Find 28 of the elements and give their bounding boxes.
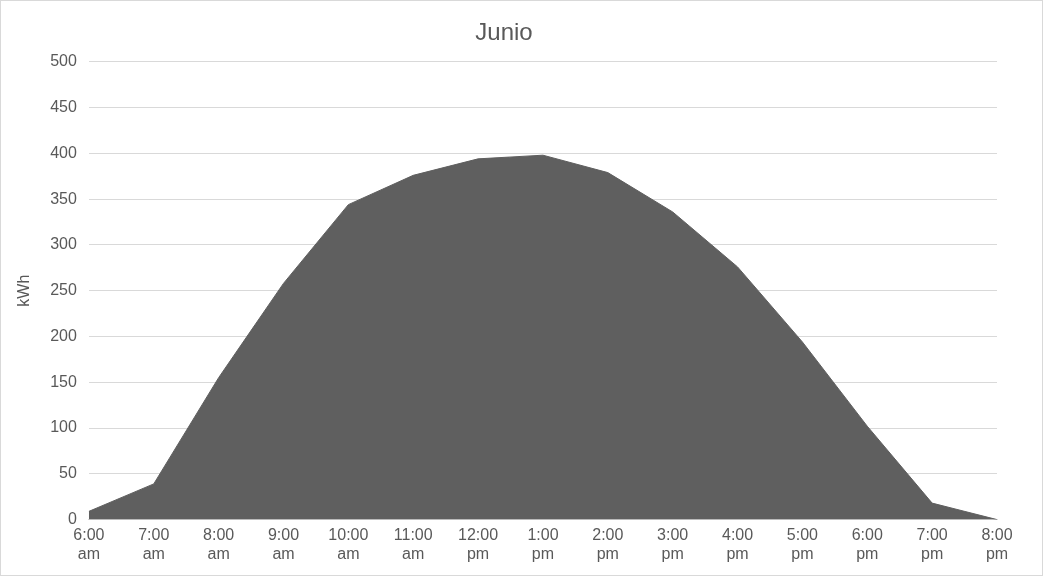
x-tick-label: 6:00 am bbox=[73, 525, 105, 562]
x-tick-label: 8:00 pm bbox=[981, 525, 1013, 562]
x-tick-label: 2:00 pm bbox=[592, 525, 624, 562]
y-tick-label: 350 bbox=[50, 189, 77, 207]
y-tick-label: 200 bbox=[50, 326, 77, 344]
y-axis-title: kWh bbox=[15, 274, 33, 307]
y-tick-label: 50 bbox=[59, 464, 77, 482]
x-tick-label: 7:00 pm bbox=[916, 525, 948, 562]
x-tick-label: 3:00 pm bbox=[657, 525, 689, 562]
x-tick-label: 12:00 pm bbox=[458, 525, 499, 562]
x-tick-label: 11:00 am bbox=[393, 525, 433, 562]
y-tick-label: 250 bbox=[50, 281, 77, 299]
y-tick-label: 400 bbox=[50, 143, 77, 161]
x-tick-label: 7:00 am bbox=[138, 525, 170, 562]
y-tick-label: 100 bbox=[50, 418, 77, 436]
x-tick-label: 8:00 am bbox=[203, 525, 235, 562]
x-tick-label: 9:00 am bbox=[267, 525, 300, 562]
y-tick-label: 300 bbox=[50, 235, 77, 253]
x-tick-label: 4:00 pm bbox=[721, 525, 754, 562]
chart-title: Junio bbox=[475, 18, 533, 46]
y-tick-label: 500 bbox=[50, 52, 77, 70]
y-tick-label: 0 bbox=[67, 510, 77, 528]
x-tick-label: 6:00 pm bbox=[851, 525, 883, 562]
y-tick-label: 150 bbox=[50, 372, 77, 390]
x-tick-label: 1:00 pm bbox=[527, 525, 559, 562]
x-tick-label: 5:00 pm bbox=[786, 525, 819, 562]
y-tick-label: 450 bbox=[50, 97, 77, 115]
x-tick-label: 10:00 am bbox=[328, 525, 369, 562]
